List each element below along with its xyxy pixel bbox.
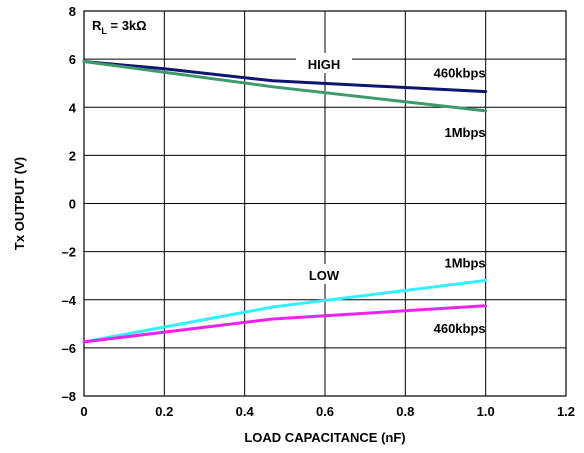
- low-label-bg: [300, 264, 348, 284]
- y-tick-label: 2: [69, 148, 76, 163]
- x-tick-label: 0.2: [155, 404, 173, 419]
- series-labels: 460kbps 1Mbps 1Mbps 460kbps: [434, 66, 486, 336]
- y-tick-label: –8: [62, 389, 76, 404]
- plot-frame: [83, 10, 567, 397]
- x-tick-label: 1.0: [477, 404, 495, 419]
- y-tick-label: 8: [69, 4, 76, 19]
- y-tick-label: –4: [62, 293, 77, 308]
- y-tick-label: –2: [62, 245, 76, 260]
- x-tick-label: 0.4: [236, 404, 255, 419]
- x-tick-label: 0.8: [396, 404, 414, 419]
- series-line-0: [82, 60, 488, 94]
- high-annotation: HIGH: [308, 57, 341, 72]
- condition-subscript: L: [101, 26, 107, 36]
- y-axis-label: Tx OUTPUT (V): [12, 157, 27, 250]
- y-tick-label: 4: [69, 100, 77, 115]
- series-label-2: 1Mbps: [444, 256, 485, 271]
- x-tick-label: 1.2: [557, 404, 575, 419]
- condition-label: RL = 3kΩ: [92, 18, 147, 36]
- y-tick-label: 0: [69, 197, 76, 212]
- x-tick-label: 0.6: [316, 404, 334, 419]
- y-tick-label: 6: [69, 52, 76, 67]
- series-group: [82, 60, 488, 344]
- series-line-3: [82, 304, 488, 344]
- condition-rest: = 3kΩ: [107, 18, 147, 33]
- series-label-0: 460kbps: [434, 66, 486, 81]
- condition-box-bg: [86, 13, 162, 37]
- y-tick-label: –6: [62, 341, 76, 356]
- series-line-2: [82, 279, 488, 344]
- condition-box: RL = 3kΩ: [86, 13, 162, 37]
- x-tick-label: 0: [80, 404, 87, 419]
- series-label-1: 1Mbps: [444, 125, 485, 140]
- low-annotation: LOW: [309, 268, 340, 283]
- series-line-1: [82, 60, 488, 113]
- tick-labels: 0 0.2 0.4 0.6 0.8 1.0 1.2 8 6 4 2 0 –2 –4 –6 –8: [62, 4, 576, 419]
- series-label-3: 460kbps: [434, 321, 486, 336]
- high-label-bg: [296, 53, 352, 73]
- x-axis-label: LOAD CAPACITANCE (nF): [244, 430, 405, 445]
- condition-main: R: [92, 18, 102, 33]
